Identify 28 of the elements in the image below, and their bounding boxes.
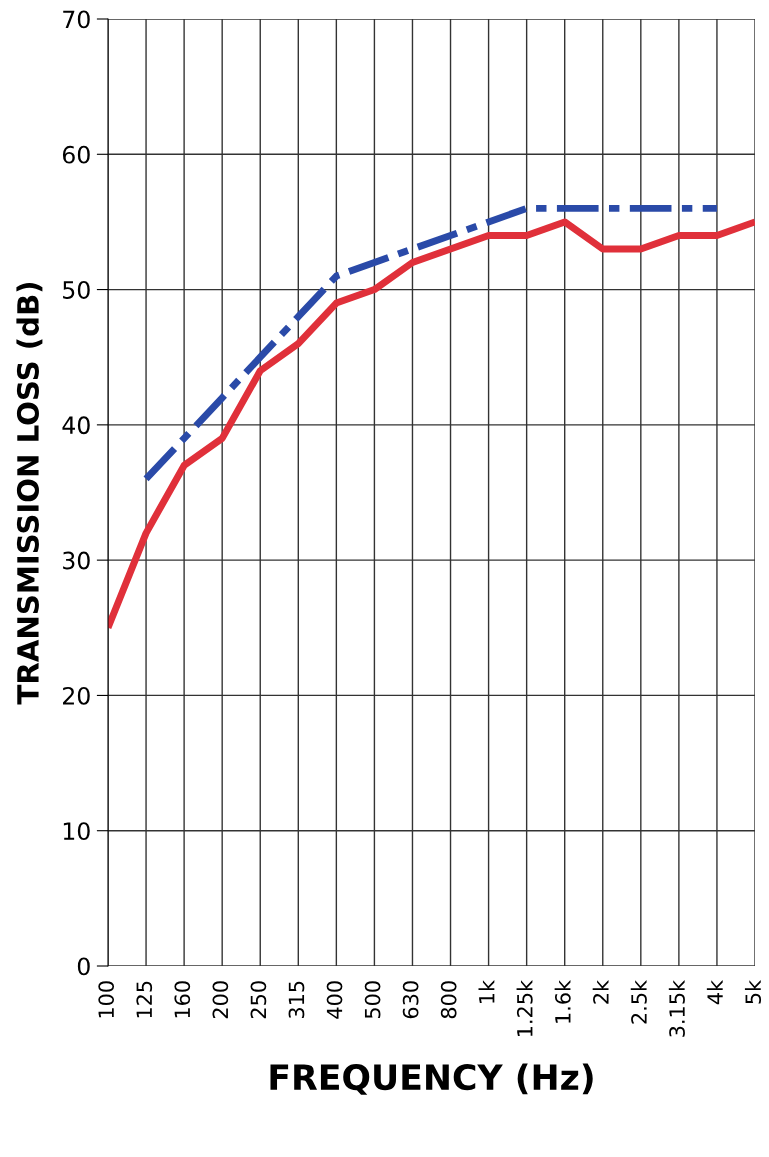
x-tick-label: 315 xyxy=(288,981,305,1019)
x-tick-label: 1.25k xyxy=(516,979,533,1037)
x-tick-label: 3.15k xyxy=(668,979,685,1037)
y-axis-title: TRANSMISSION LOSS (dB) xyxy=(16,282,43,705)
x-tick-label: 630 xyxy=(402,981,419,1019)
x-tick-label: 2.5k xyxy=(630,979,647,1024)
x-tick-label: 160 xyxy=(174,981,191,1018)
x-tick-label: 800 xyxy=(440,981,457,1019)
x-tick-label: 1.6k xyxy=(554,979,571,1023)
y-tick-label: 50 xyxy=(63,281,90,299)
y-tick-label: 30 xyxy=(63,551,90,570)
y-tick-label: 60 xyxy=(62,145,90,164)
x-tick-label: 400 xyxy=(326,981,343,1019)
x-tick-label: 250 xyxy=(250,981,267,1019)
y-tick-label: 70 xyxy=(63,10,90,29)
y-tick-label: 10 xyxy=(63,822,90,841)
x-tick-label: 5k xyxy=(744,979,762,1004)
y-tick-label: 40 xyxy=(62,416,90,435)
x-tick-label: 500 xyxy=(364,981,381,1019)
x-tick-label: 4k xyxy=(706,979,723,1005)
x-axis-title: FREQUENCY (Hz) xyxy=(270,1063,593,1095)
y-tick-label: 0 xyxy=(77,957,90,976)
y-tick-label: 20 xyxy=(63,686,90,705)
x-tick-label: 2k xyxy=(592,979,609,1004)
x-tick-label: 1k xyxy=(478,979,495,1003)
x-tick-label: 100 xyxy=(98,981,115,1018)
x-tick-label: 125 xyxy=(136,981,153,1018)
x-tick-label: 200 xyxy=(212,981,229,1019)
